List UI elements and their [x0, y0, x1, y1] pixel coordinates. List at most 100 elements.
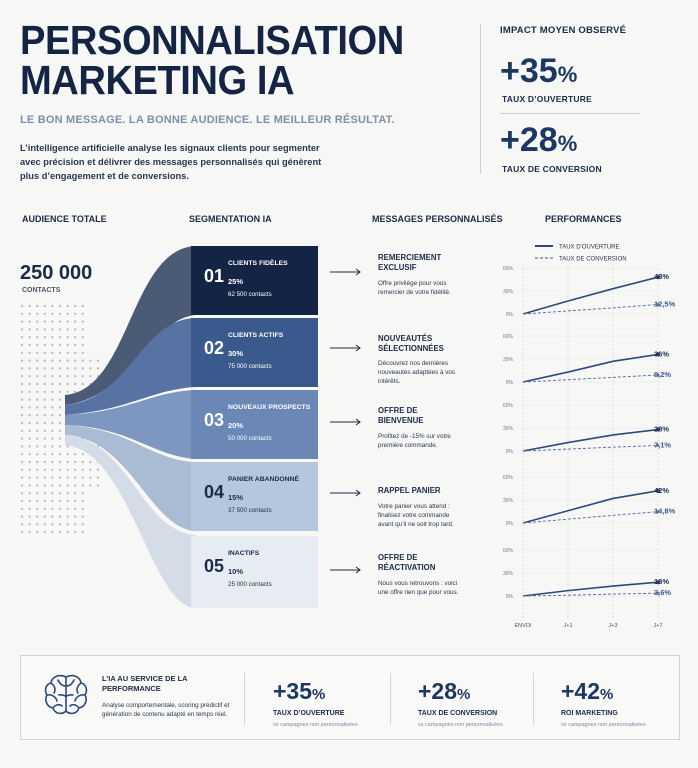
audience-dot [74, 304, 77, 308]
audience-dot [74, 320, 77, 323]
segment-card-2: 02 CLIENTS ACTIFS 30% 75 000 contacts [191, 318, 318, 387]
y-tick-label: 60% [503, 548, 514, 554]
audience-dot [28, 445, 31, 448]
audience-dot [43, 398, 46, 401]
audience-dot [58, 484, 62, 487]
audience-dot [28, 382, 31, 386]
audience-dot [20, 476, 24, 479]
point-conversion [656, 302, 660, 306]
audience-dot [51, 476, 54, 479]
audience-dot [43, 343, 46, 347]
y-tick-label: 0% [506, 312, 514, 318]
audience-dot [28, 328, 31, 331]
segment-card-1: 01 CLIENTS FIDÈLES 25% 62 500 contacts [191, 246, 318, 315]
audience-dot [43, 460, 46, 464]
y-tick-label: 30% [503, 357, 514, 363]
audience-dot [28, 304, 31, 308]
audience-dot [43, 336, 46, 339]
audience-dot [51, 367, 54, 370]
column-header-messages: MESSAGES PERSONNALISÉS [372, 214, 503, 224]
data-label-conversion: 3,6% [654, 588, 671, 597]
impact-value-2-number: +28 [500, 121, 558, 159]
audience-dot [20, 390, 24, 393]
audience-dot [36, 312, 39, 315]
line-ouverture [522, 276, 659, 315]
y-tick-label: 60% [503, 334, 514, 340]
footer-kpi-2-unit: % [457, 686, 471, 703]
audience-dot [74, 507, 77, 510]
audience-dot [20, 320, 24, 323]
audience-dot [66, 375, 69, 378]
audience-dot [81, 320, 84, 323]
audience-dot [36, 476, 39, 479]
audience-dot [96, 468, 100, 471]
message-title-2: NOUVEAUTÉS SÉLECTIONNÉES [378, 334, 444, 353]
audience-dot [51, 312, 54, 315]
audience-dot [51, 445, 54, 448]
audience-dot [43, 304, 46, 308]
audience-dot [28, 468, 31, 471]
audience-dot [58, 531, 62, 534]
audience-dot [20, 367, 24, 370]
brain-icon [44, 674, 88, 715]
audience-dot [51, 515, 54, 518]
audience-dot [43, 515, 46, 518]
audience-dot [28, 367, 31, 370]
audience-dot [20, 515, 24, 518]
audience-dot [51, 390, 54, 393]
footer-kpi-1-unit: % [312, 686, 326, 703]
audience-dot [74, 367, 77, 370]
audience-dot [28, 476, 31, 479]
segment-percent: 30% [228, 349, 244, 358]
segment-number: 01 [204, 266, 225, 286]
audience-dot [51, 429, 54, 432]
audience-dot [36, 375, 39, 378]
audience-dot [66, 336, 69, 339]
audience-dot [43, 507, 46, 510]
audience-dot [74, 375, 77, 378]
audience-dot [43, 406, 46, 409]
audience-dot [58, 460, 62, 464]
audience-dot [36, 492, 39, 495]
audience-dot [89, 468, 92, 471]
audience-dot [74, 531, 77, 534]
line-conversion [522, 445, 659, 452]
audience-dot [58, 476, 62, 479]
segment-count: 50 000 contacts [228, 435, 272, 442]
arrow-right-icon [330, 566, 361, 574]
data-label-conversion: 7,1% [654, 441, 671, 450]
audience-dot [81, 328, 84, 331]
segment-percent: 10% [228, 567, 244, 576]
audience-dot [58, 367, 62, 370]
audience-dot [74, 328, 77, 331]
audience-dot [20, 531, 24, 534]
y-tick-label: 0% [506, 449, 514, 455]
audience-dot [66, 492, 69, 495]
y-tick-label: 0% [506, 521, 514, 527]
audience-dot [58, 445, 62, 448]
audience-dot [20, 484, 24, 487]
audience-dot [36, 398, 39, 401]
footer-kpi-3-number: +42 [561, 678, 601, 704]
audience-dot [51, 359, 54, 362]
y-tick-label: 0% [506, 380, 514, 386]
audience-dot [28, 390, 31, 393]
audience-dot [28, 507, 31, 510]
audience-dot [58, 312, 62, 315]
audience-dot [36, 507, 39, 510]
arrow-right-icon [330, 489, 361, 497]
audience-dot [28, 515, 31, 518]
footer-kpi-2-value: +28% [418, 678, 470, 705]
audience-dot [43, 351, 46, 354]
audience-dot [51, 468, 54, 471]
audience-dot [58, 429, 62, 432]
audience-dot [43, 523, 46, 526]
audience-dot [81, 382, 84, 386]
audience-dot [43, 312, 46, 315]
audience-dot [81, 515, 84, 518]
audience-dot [81, 453, 84, 456]
arrow-right-icon [330, 344, 361, 352]
data-label-conversion: 12,5% [654, 299, 676, 308]
segment-number: 04 [204, 482, 225, 502]
funnel-ribbon-2 [65, 318, 195, 415]
